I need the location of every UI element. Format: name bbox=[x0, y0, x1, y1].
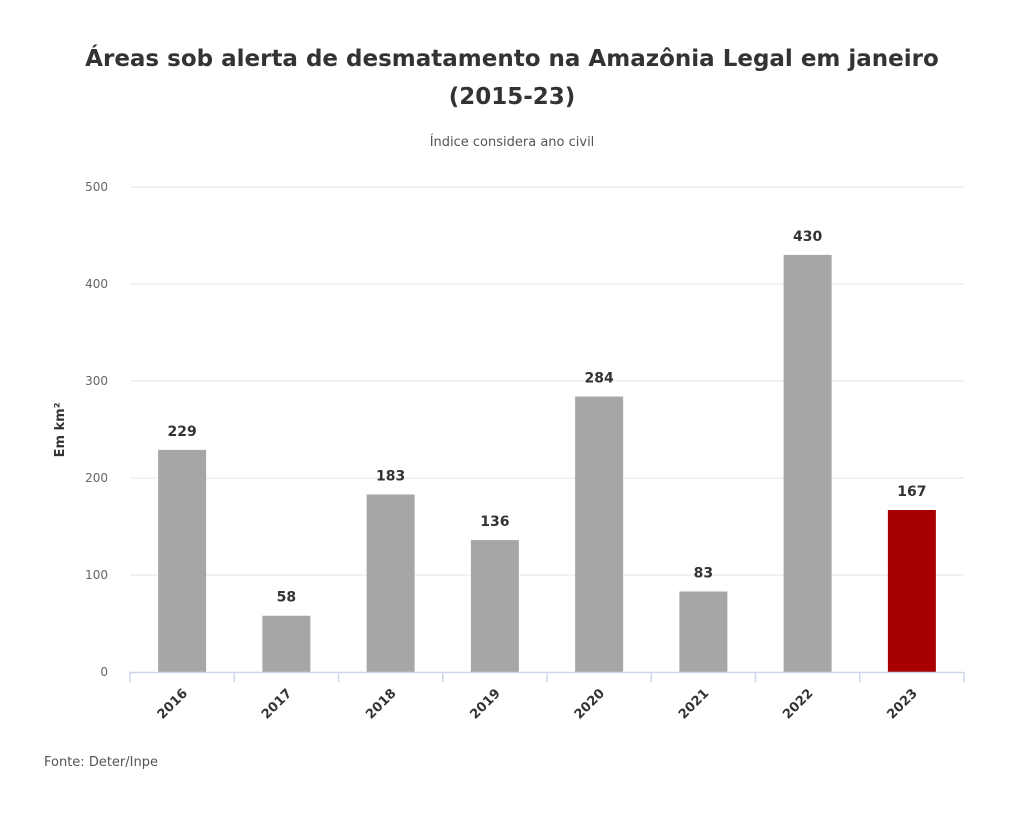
x-tick-label-2017: 2017 bbox=[259, 686, 295, 722]
y-tick-label: 0 bbox=[100, 665, 108, 679]
chart-subtitle: Índice considera ano civil bbox=[430, 134, 595, 150]
x-tick-label-2016: 2016 bbox=[155, 686, 191, 722]
x-tick-label-2018: 2018 bbox=[363, 686, 399, 722]
bar-2017 bbox=[262, 615, 311, 672]
y-tick-label: 500 bbox=[85, 180, 108, 194]
y-tick-label: 400 bbox=[85, 277, 108, 291]
x-tick-label-2021: 2021 bbox=[676, 686, 712, 722]
data-label-2022: 430 bbox=[793, 229, 822, 245]
x-tick-label-2019: 2019 bbox=[468, 686, 504, 722]
x-tick-label-2023: 2023 bbox=[885, 686, 921, 722]
data-label-2023: 167 bbox=[897, 484, 926, 500]
x-tick-label-2022: 2022 bbox=[780, 686, 816, 722]
x-tick-label-2020: 2020 bbox=[572, 686, 608, 722]
chart-title-line-1: Áreas sob alerta de desmatamento na Amaz… bbox=[85, 44, 939, 72]
bar-2016 bbox=[158, 449, 207, 672]
bar-2022 bbox=[783, 254, 832, 672]
source-note: Fonte: Deter/Inpe bbox=[44, 755, 158, 770]
data-label-2020: 284 bbox=[585, 371, 614, 387]
y-axis-label: Em km² bbox=[53, 403, 68, 458]
chart-title-line-2: (2015-23) bbox=[449, 84, 576, 110]
bar-2020 bbox=[575, 396, 624, 672]
bar-2023 bbox=[887, 510, 936, 672]
bar-2018 bbox=[366, 494, 415, 672]
y-tick-label: 200 bbox=[85, 471, 108, 485]
bar-2021 bbox=[679, 591, 728, 672]
bar-2019 bbox=[470, 540, 519, 672]
y-tick-label: 300 bbox=[85, 374, 108, 388]
data-label-2021: 83 bbox=[694, 565, 713, 581]
y-tick-label: 100 bbox=[85, 568, 108, 582]
data-label-2018: 183 bbox=[376, 468, 405, 484]
data-label-2019: 136 bbox=[480, 514, 509, 530]
data-label-2017: 58 bbox=[277, 590, 296, 606]
data-label-2016: 229 bbox=[168, 424, 197, 440]
